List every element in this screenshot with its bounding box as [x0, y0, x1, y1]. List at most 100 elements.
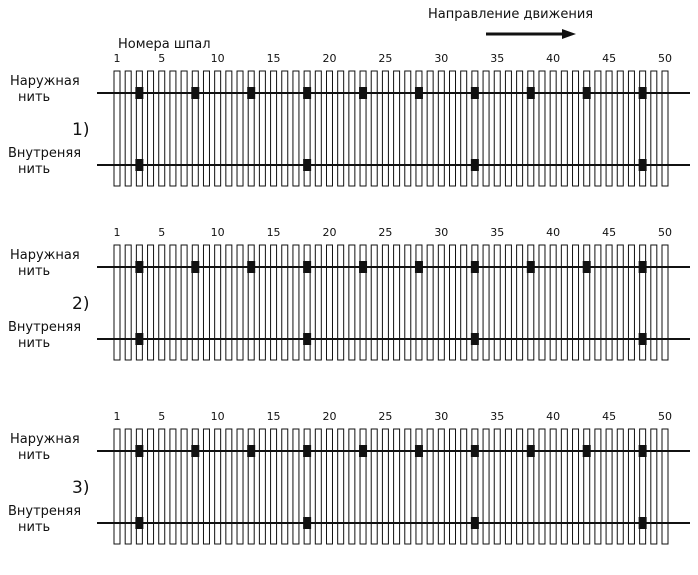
sleeper	[314, 70, 322, 187]
sleeper	[348, 244, 356, 361]
sleeper	[482, 244, 490, 361]
direction-label: Направление движения	[428, 7, 593, 22]
sleeper	[236, 428, 244, 545]
rail-joint	[191, 445, 200, 457]
direction-arrowhead	[562, 29, 576, 39]
sleeper	[270, 428, 278, 545]
sleeper	[594, 70, 602, 187]
sleeper	[449, 70, 457, 187]
sleeper	[325, 70, 333, 187]
sleeper	[303, 244, 311, 361]
rail-joint	[303, 159, 312, 171]
sleeper-tick-label: 20	[322, 410, 336, 423]
sleeper	[113, 244, 121, 361]
sleeper	[359, 70, 367, 187]
sleeper	[202, 428, 210, 545]
sleeper	[493, 70, 501, 187]
sleeper	[303, 70, 311, 187]
sleeper	[437, 244, 445, 361]
sleeper	[202, 70, 210, 187]
sleeper	[616, 428, 624, 545]
sleeper	[616, 244, 624, 361]
sleeper	[214, 70, 222, 187]
sleeper	[258, 70, 266, 187]
sleeper-tick-label: 5	[158, 226, 165, 239]
rail-joint	[135, 517, 144, 529]
sleeper	[549, 244, 557, 361]
sleeper	[549, 428, 557, 545]
rail-joint	[638, 159, 647, 171]
sleeper	[560, 428, 568, 545]
sleeper	[325, 244, 333, 361]
rail-joint	[191, 261, 200, 273]
sleeper	[180, 70, 188, 187]
sleeper-tick-label: 35	[490, 410, 504, 423]
sleeper	[650, 244, 658, 361]
sleeper	[572, 70, 580, 187]
rail-joint	[303, 517, 312, 529]
sleeper-tick-label: 15	[267, 52, 281, 65]
rail-joint	[638, 261, 647, 273]
sleeper-tick-label: 45	[602, 410, 616, 423]
sleeper	[627, 244, 635, 361]
sleeper-tick-label: 1	[114, 410, 121, 423]
inner-label: нить	[18, 162, 50, 177]
sleeper	[471, 244, 479, 361]
rail-joint	[359, 261, 368, 273]
sleeper	[605, 428, 613, 545]
sleeper	[504, 428, 512, 545]
sleeper	[504, 70, 512, 187]
sleeper	[135, 428, 143, 545]
rail-joint	[247, 261, 256, 273]
rail-joint	[247, 87, 256, 99]
sleeper	[594, 428, 602, 545]
rail-joint	[470, 159, 479, 171]
sleeper	[527, 244, 535, 361]
sleeper	[538, 70, 546, 187]
sleeper-tick-label: 15	[267, 410, 281, 423]
sleeper	[639, 244, 647, 361]
outer-label: нить	[18, 264, 50, 279]
sleeper	[113, 70, 121, 187]
sleeper	[381, 244, 389, 361]
outer-label: Наружная	[10, 432, 80, 447]
sleeper-tick-label: 30	[434, 410, 448, 423]
sleeper	[124, 70, 132, 187]
rail-joint	[582, 445, 591, 457]
sleeper	[292, 244, 300, 361]
sleeper	[258, 428, 266, 545]
sleeper-tick-label: 40	[546, 226, 560, 239]
sleeper	[460, 428, 468, 545]
sleeper	[415, 70, 423, 187]
sleeper	[516, 70, 524, 187]
rail-joint	[526, 261, 535, 273]
sleeper	[393, 244, 401, 361]
sleeper-tick-label: 10	[211, 410, 225, 423]
sleeper	[180, 244, 188, 361]
sleeper	[247, 244, 255, 361]
sleeper	[314, 428, 322, 545]
sleeper	[415, 244, 423, 361]
rail-joint	[359, 445, 368, 457]
sleeper	[404, 244, 412, 361]
sleeper-tick-label: 10	[211, 52, 225, 65]
sleeper	[460, 70, 468, 187]
sleeper	[449, 244, 457, 361]
panel-number: 2)	[72, 294, 89, 314]
sleeper	[583, 244, 591, 361]
sleeper	[147, 244, 155, 361]
sleeper	[292, 428, 300, 545]
sleeper	[348, 428, 356, 545]
sleeper	[314, 244, 322, 361]
sleeper	[303, 428, 311, 545]
sleeper-tick-label: 20	[322, 52, 336, 65]
sleeper	[281, 70, 289, 187]
inner-label: нить	[18, 336, 50, 351]
sleeper	[359, 244, 367, 361]
rail-joint	[303, 87, 312, 99]
sleeper	[135, 70, 143, 187]
sleeper	[370, 244, 378, 361]
sleeper-tick-label: 40	[546, 410, 560, 423]
rail-joint	[638, 445, 647, 457]
sleeper	[236, 70, 244, 187]
